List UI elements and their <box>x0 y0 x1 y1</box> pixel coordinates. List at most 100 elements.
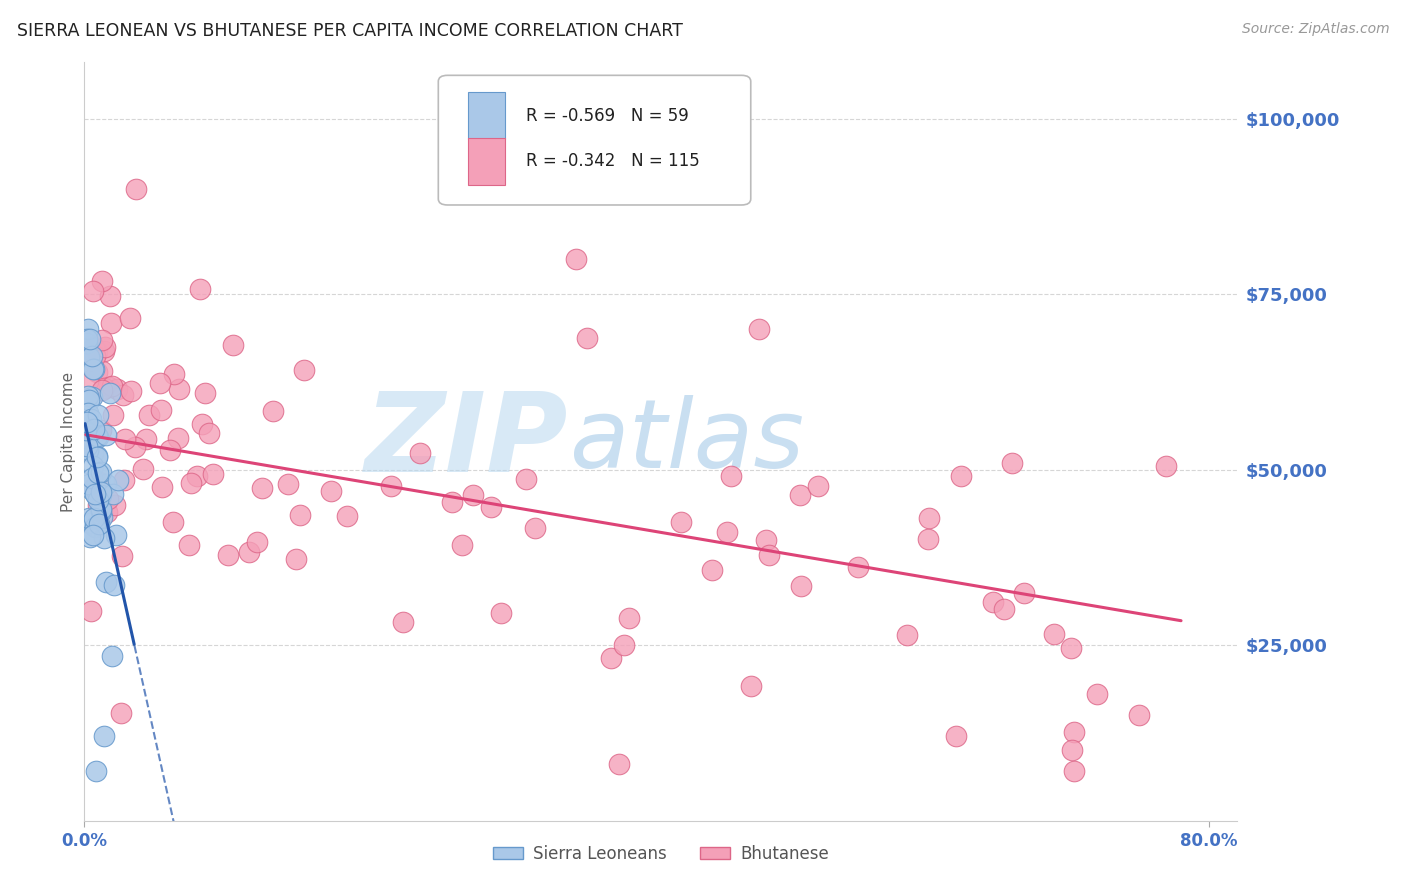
Point <box>86 345 108 359</box>
Point <box>82 362 104 376</box>
Point <box>107 473 129 487</box>
Point <box>463 488 485 502</box>
Point <box>83 361 105 376</box>
Point <box>90 466 112 480</box>
Point <box>132 462 155 476</box>
Point <box>93 343 115 358</box>
Point <box>290 508 312 522</box>
Point <box>613 639 636 653</box>
Point <box>392 615 415 629</box>
Point <box>82 284 104 298</box>
Point <box>1001 456 1024 470</box>
Text: SIERRA LEONEAN VS BHUTANESE PER CAPITA INCOME CORRELATION CHART: SIERRA LEONEAN VS BHUTANESE PER CAPITA I… <box>17 22 683 40</box>
Point <box>222 337 245 351</box>
Point <box>82 471 104 485</box>
Point <box>97 380 120 394</box>
Point <box>84 520 107 534</box>
Point <box>451 538 474 552</box>
Point <box>90 509 112 524</box>
Point <box>755 533 778 548</box>
Point <box>515 472 537 486</box>
Point <box>80 412 103 426</box>
Point <box>135 432 157 446</box>
Point <box>617 611 640 625</box>
Point <box>179 538 201 552</box>
Point <box>87 475 110 489</box>
Point <box>194 385 217 400</box>
Point <box>124 441 146 455</box>
Point <box>87 498 110 512</box>
Point <box>77 389 100 403</box>
Point <box>112 388 135 402</box>
Point <box>76 332 98 346</box>
Point <box>114 473 136 487</box>
Point <box>138 409 160 423</box>
Text: atlas: atlas <box>568 395 804 488</box>
Point <box>380 478 402 492</box>
Point <box>91 333 114 347</box>
Point <box>79 439 101 453</box>
Point <box>188 282 211 296</box>
Point <box>159 442 181 457</box>
Point <box>87 466 110 480</box>
Point <box>277 477 299 491</box>
Point <box>409 446 432 460</box>
Point <box>100 379 122 393</box>
Legend: Sierra Leoneans, Bhutanese: Sierra Leoneans, Bhutanese <box>486 838 835 869</box>
Point <box>565 252 588 266</box>
Point <box>197 425 219 440</box>
Point <box>91 274 114 288</box>
Point <box>83 487 105 501</box>
Point <box>700 563 723 577</box>
Text: R = -0.342   N = 115: R = -0.342 N = 115 <box>526 152 700 170</box>
Point <box>949 469 972 483</box>
Point <box>91 364 114 378</box>
Point <box>82 445 104 459</box>
Point <box>97 491 120 506</box>
Point <box>671 515 693 529</box>
Point <box>716 524 738 539</box>
Point <box>202 467 225 482</box>
Text: ZIP: ZIP <box>366 388 568 495</box>
Point <box>217 548 239 562</box>
Point <box>104 498 127 512</box>
Point <box>101 487 124 501</box>
Point <box>94 428 117 442</box>
Point <box>111 549 134 564</box>
Point <box>83 349 105 363</box>
Point <box>152 479 174 493</box>
Point <box>167 382 190 396</box>
Point <box>86 365 108 379</box>
Point <box>79 604 101 618</box>
Point <box>84 488 107 502</box>
Point <box>576 331 599 345</box>
Point <box>80 391 103 405</box>
Point <box>101 649 124 664</box>
Point <box>1085 687 1108 701</box>
Point <box>93 531 115 545</box>
Point <box>90 423 112 437</box>
Point <box>98 288 121 302</box>
Point <box>250 482 273 496</box>
Point <box>80 483 103 498</box>
Point <box>101 409 124 423</box>
Point <box>149 402 172 417</box>
Point <box>1128 708 1150 723</box>
Point <box>720 469 742 483</box>
Point <box>1063 725 1085 739</box>
Point <box>77 406 100 420</box>
Point <box>77 442 100 457</box>
Point <box>79 530 101 544</box>
Point <box>262 404 284 418</box>
Point <box>87 492 110 507</box>
Point <box>489 606 512 620</box>
Point <box>86 450 108 464</box>
Point <box>96 476 118 491</box>
Point <box>479 500 502 514</box>
Point <box>93 381 115 395</box>
Point <box>104 527 127 541</box>
Point <box>83 480 105 494</box>
Point <box>1063 764 1085 779</box>
Point <box>87 430 110 444</box>
Point <box>600 651 623 665</box>
